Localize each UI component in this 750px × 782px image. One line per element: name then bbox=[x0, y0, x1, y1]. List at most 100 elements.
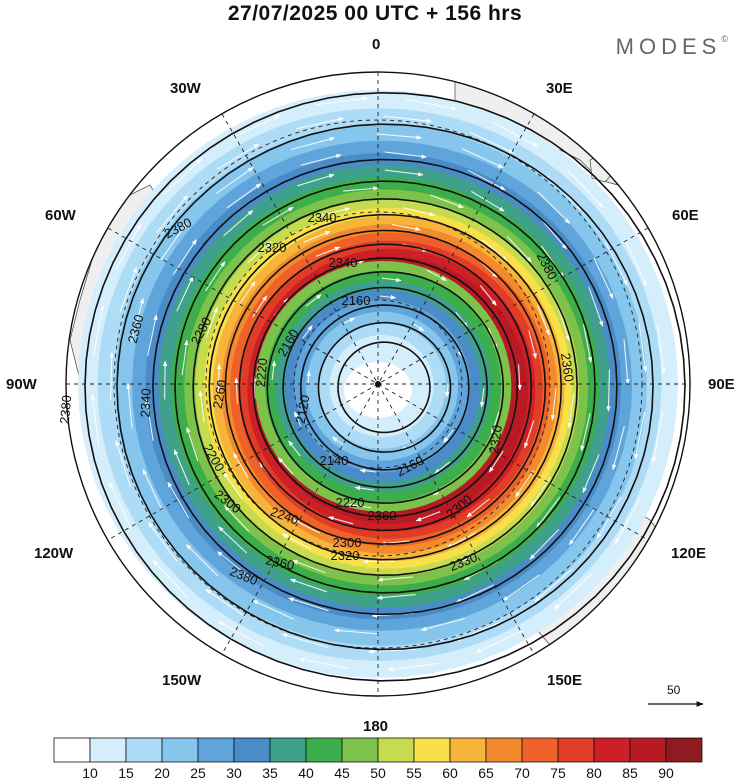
streamline-arrow bbox=[415, 511, 441, 522]
streamline-arrow bbox=[277, 457, 294, 475]
contour-label: 2320 bbox=[258, 240, 287, 255]
streamline-arrow bbox=[348, 503, 372, 509]
streamline-arrow bbox=[506, 236, 532, 263]
streamline-arrow bbox=[412, 323, 425, 332]
streamline-arrow bbox=[582, 324, 593, 363]
height-contour bbox=[84, 91, 686, 682]
streamline-arrow bbox=[316, 96, 369, 106]
colorbar-tick-label: 85 bbox=[622, 765, 638, 781]
height-contour bbox=[238, 243, 533, 532]
streamline-arrow bbox=[382, 277, 402, 283]
streamline-arrow bbox=[475, 630, 523, 654]
contour-label: 2360 bbox=[558, 352, 577, 383]
colorbar-swatch bbox=[233, 737, 271, 763]
streamline-arrow bbox=[262, 206, 294, 226]
streamline-arrow bbox=[582, 453, 600, 494]
streamline-arrow bbox=[517, 364, 522, 391]
streamline-arrow bbox=[115, 440, 131, 487]
contour-labels: 2380 234023202340216022802260222021602120… bbox=[57, 210, 577, 588]
streamline-arrow bbox=[612, 426, 625, 471]
streamline-arrow bbox=[145, 399, 154, 441]
reference-vector-label: 50 bbox=[667, 683, 681, 697]
streamline-arrow bbox=[305, 294, 322, 307]
streamline-arrow bbox=[524, 420, 535, 449]
streamline-arrow bbox=[482, 239, 508, 262]
streamline-arrow bbox=[176, 276, 194, 312]
colorbar-swatch bbox=[53, 737, 91, 763]
colorbar-tick-label: 70 bbox=[514, 765, 530, 781]
colorbar-tick-label: 80 bbox=[586, 765, 602, 781]
streamline-arrow bbox=[238, 280, 256, 306]
colorbar-tick-label: 30 bbox=[226, 765, 242, 781]
polar-core bbox=[344, 362, 412, 418]
colorbar-swatch bbox=[413, 737, 451, 763]
streamline-arrow bbox=[173, 449, 190, 486]
contour-label: 2120 bbox=[293, 394, 313, 425]
streamline-arrow bbox=[343, 186, 379, 192]
streamline-arrow bbox=[300, 153, 342, 166]
colorbar bbox=[53, 737, 703, 763]
streamline-arrow bbox=[205, 589, 246, 618]
contour-label: 2380 bbox=[57, 395, 74, 425]
streamline-arrow bbox=[108, 481, 132, 529]
streamline-arrow bbox=[292, 559, 326, 574]
streamline-arrow bbox=[557, 306, 570, 342]
contour-label: 2360 bbox=[368, 508, 397, 523]
streamline-arrow bbox=[553, 573, 593, 610]
contour-label: 2340 bbox=[329, 255, 358, 270]
streamline-arrow bbox=[623, 339, 630, 385]
streamline-arrow bbox=[426, 269, 447, 281]
lon-label-120e: 120E bbox=[671, 545, 707, 562]
colorbar-swatch bbox=[269, 737, 307, 763]
contour-label: 2220 bbox=[336, 495, 365, 510]
colorbar-swatch bbox=[305, 737, 343, 763]
streamline-arrow bbox=[343, 317, 356, 324]
streamline-arrow bbox=[109, 351, 114, 401]
lon-label-120w: 120W bbox=[34, 545, 74, 562]
contour-label: 2340 bbox=[138, 388, 154, 417]
streamline-arrow bbox=[430, 194, 464, 209]
streamline-arrow bbox=[216, 551, 251, 578]
colorbar-tick-label: 35 bbox=[262, 765, 278, 781]
streamline-arrow bbox=[638, 323, 648, 372]
streamline-arrow bbox=[327, 516, 354, 525]
streamline-arrow bbox=[181, 339, 189, 376]
colorbar-swatch bbox=[89, 737, 127, 763]
streamline-arrow bbox=[359, 468, 377, 473]
streamline-arrow bbox=[391, 224, 421, 231]
streamline-arrow bbox=[315, 246, 341, 257]
streamline-arrow bbox=[384, 169, 424, 177]
streamline-arrow bbox=[383, 115, 432, 124]
height-contour bbox=[208, 213, 563, 561]
colorbar-swatch bbox=[593, 737, 631, 763]
streamline-arrow bbox=[515, 470, 535, 498]
contour-label: 2320 bbox=[331, 548, 360, 563]
streamline-arrow bbox=[604, 241, 628, 286]
lon-label-60w: 60W bbox=[45, 207, 76, 224]
streamline-arrow bbox=[445, 384, 450, 398]
height-contour bbox=[174, 180, 596, 594]
streamline-arrow bbox=[291, 136, 336, 151]
streamline-arrow bbox=[455, 311, 468, 328]
streamline-arrow bbox=[217, 143, 260, 170]
streamline-arrow bbox=[528, 330, 537, 359]
streamline-arrow bbox=[491, 412, 500, 434]
colorbar-swatch bbox=[377, 737, 415, 763]
height-contour bbox=[282, 286, 488, 489]
streamline-arrow bbox=[216, 363, 222, 393]
streamline-arrow bbox=[446, 532, 476, 549]
lon-label-90e: 90E bbox=[708, 376, 735, 393]
streamline-arrow bbox=[538, 216, 568, 250]
colorbar-tick-label: 60 bbox=[442, 765, 458, 781]
height-contour bbox=[299, 304, 470, 471]
lon-label-150w: 150W bbox=[162, 672, 202, 689]
streamline-arrow bbox=[367, 648, 417, 654]
lon-label-30e: 30E bbox=[546, 80, 573, 97]
streamline-arrow bbox=[606, 369, 611, 412]
contour-label: 2360 bbox=[125, 313, 147, 345]
streamline-arrow bbox=[434, 461, 451, 474]
streamline-arrow bbox=[593, 257, 614, 300]
colorbar-swatch bbox=[125, 737, 163, 763]
streamline-arrow bbox=[167, 481, 190, 519]
